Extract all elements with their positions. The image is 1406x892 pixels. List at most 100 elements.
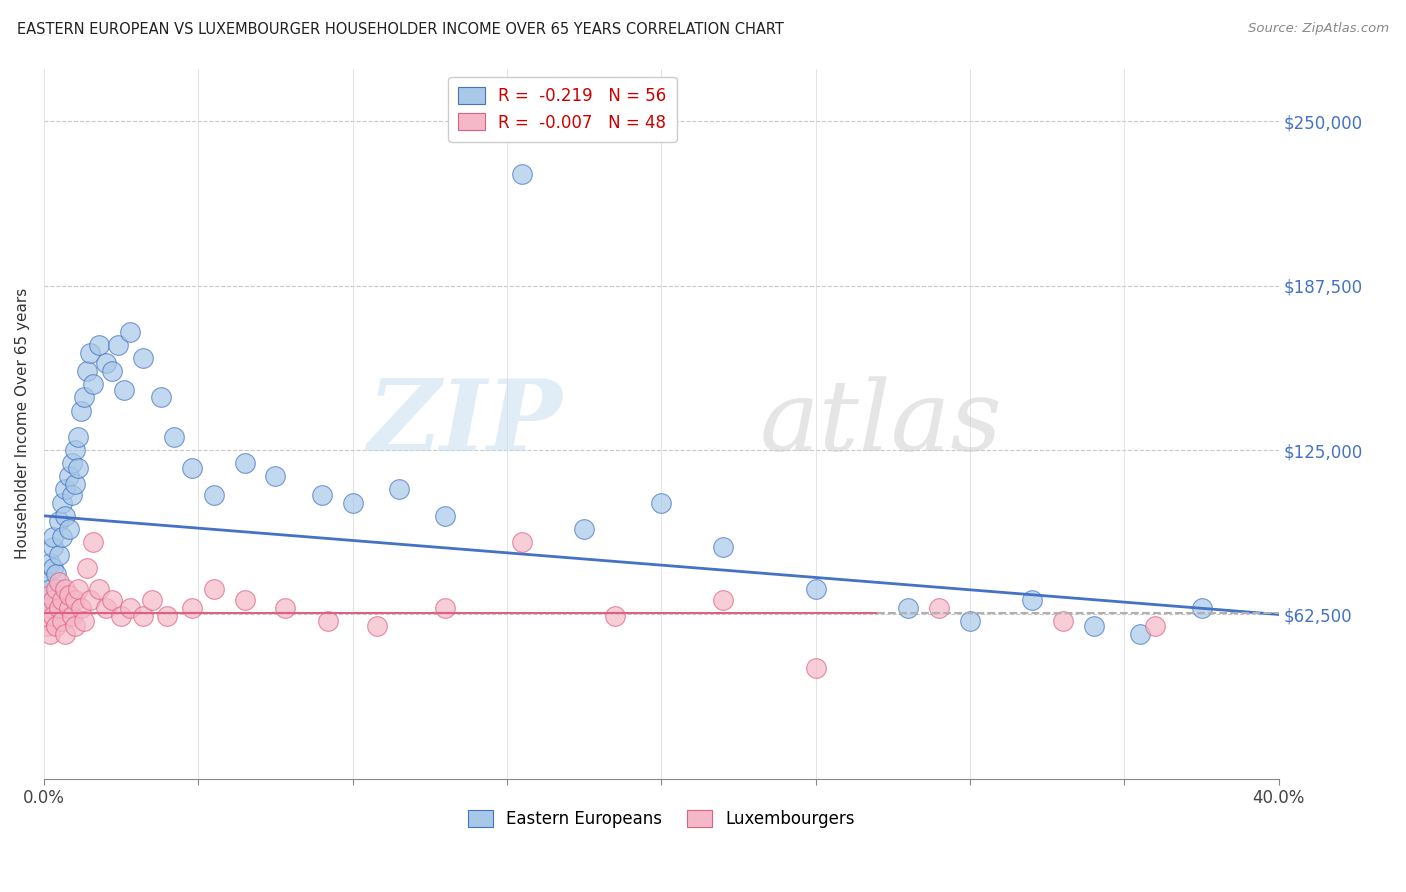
Point [76, 364, 98, 378]
Point [101, 593, 124, 607]
Legend: Eastern Europeans, Luxembourgers: Eastern Europeans, Luxembourgers [461, 803, 862, 835]
Point [35, 600, 58, 615]
Point [48, 574, 70, 589]
Point [51, 530, 73, 544]
Point [120, 600, 142, 615]
Point [959, 614, 981, 628]
Point [1021, 593, 1043, 607]
Point [39, 582, 62, 597]
Point [70, 600, 93, 615]
Point [233, 593, 256, 607]
Point [141, 593, 163, 607]
Point [51, 614, 73, 628]
Point [39, 614, 62, 628]
Point [1144, 619, 1167, 633]
Point [45, 566, 67, 581]
Point [45, 588, 67, 602]
Point [156, 608, 179, 623]
Point [311, 488, 333, 502]
Point [48, 600, 70, 615]
Point [58, 600, 80, 615]
Point [45, 619, 67, 633]
Point [1191, 600, 1213, 615]
Point [202, 488, 225, 502]
Point [804, 661, 827, 675]
Point [1083, 619, 1105, 633]
Point [58, 522, 80, 536]
Point [66, 582, 89, 597]
Point [202, 582, 225, 597]
Text: Source: ZipAtlas.com: Source: ZipAtlas.com [1249, 22, 1389, 36]
Point [94, 356, 117, 370]
Point [60, 488, 83, 502]
Point [711, 593, 734, 607]
Point [120, 325, 142, 339]
Point [82, 535, 104, 549]
Point [264, 469, 287, 483]
Point [79, 345, 101, 359]
Point [42, 541, 65, 555]
Point [89, 338, 111, 352]
Point [388, 483, 411, 497]
Text: atlas: atlas [761, 376, 1002, 471]
Point [150, 391, 173, 405]
Point [73, 391, 96, 405]
Point [35, 619, 58, 633]
Point [45, 582, 67, 597]
Point [66, 461, 89, 475]
Point [273, 600, 295, 615]
Point [42, 593, 65, 607]
Point [572, 522, 595, 536]
Point [82, 377, 104, 392]
Point [316, 614, 339, 628]
Point [342, 496, 364, 510]
Point [55, 483, 77, 497]
Point [804, 582, 827, 597]
Point [162, 430, 184, 444]
Point [42, 561, 65, 575]
Point [55, 582, 77, 597]
Point [434, 508, 457, 523]
Point [512, 535, 534, 549]
Point [60, 456, 83, 470]
Point [79, 593, 101, 607]
Point [55, 508, 77, 523]
Point [39, 556, 62, 570]
Point [897, 600, 920, 615]
Point [63, 477, 86, 491]
Point [181, 461, 204, 475]
Point [48, 549, 70, 563]
Point [233, 456, 256, 470]
Point [107, 338, 129, 352]
Point [101, 364, 124, 378]
Point [39, 588, 62, 602]
Point [58, 469, 80, 483]
Point [42, 608, 65, 623]
Point [110, 608, 132, 623]
Y-axis label: Householder Income Over 65 years: Householder Income Over 65 years [15, 288, 30, 559]
Point [181, 600, 204, 615]
Point [63, 593, 86, 607]
Point [39, 627, 62, 641]
Point [512, 167, 534, 181]
Point [603, 608, 626, 623]
Point [1129, 627, 1152, 641]
Point [35, 593, 58, 607]
Point [70, 403, 93, 417]
Point [63, 619, 86, 633]
Point [94, 600, 117, 615]
Point [73, 614, 96, 628]
Point [650, 496, 672, 510]
Point [112, 383, 135, 397]
Point [48, 514, 70, 528]
Point [366, 619, 388, 633]
Point [55, 627, 77, 641]
Point [711, 541, 734, 555]
Point [1052, 614, 1074, 628]
Point [89, 582, 111, 597]
Point [51, 496, 73, 510]
Point [928, 600, 950, 615]
Point [131, 351, 153, 365]
Text: ZIP: ZIP [367, 376, 562, 472]
Point [63, 443, 86, 458]
